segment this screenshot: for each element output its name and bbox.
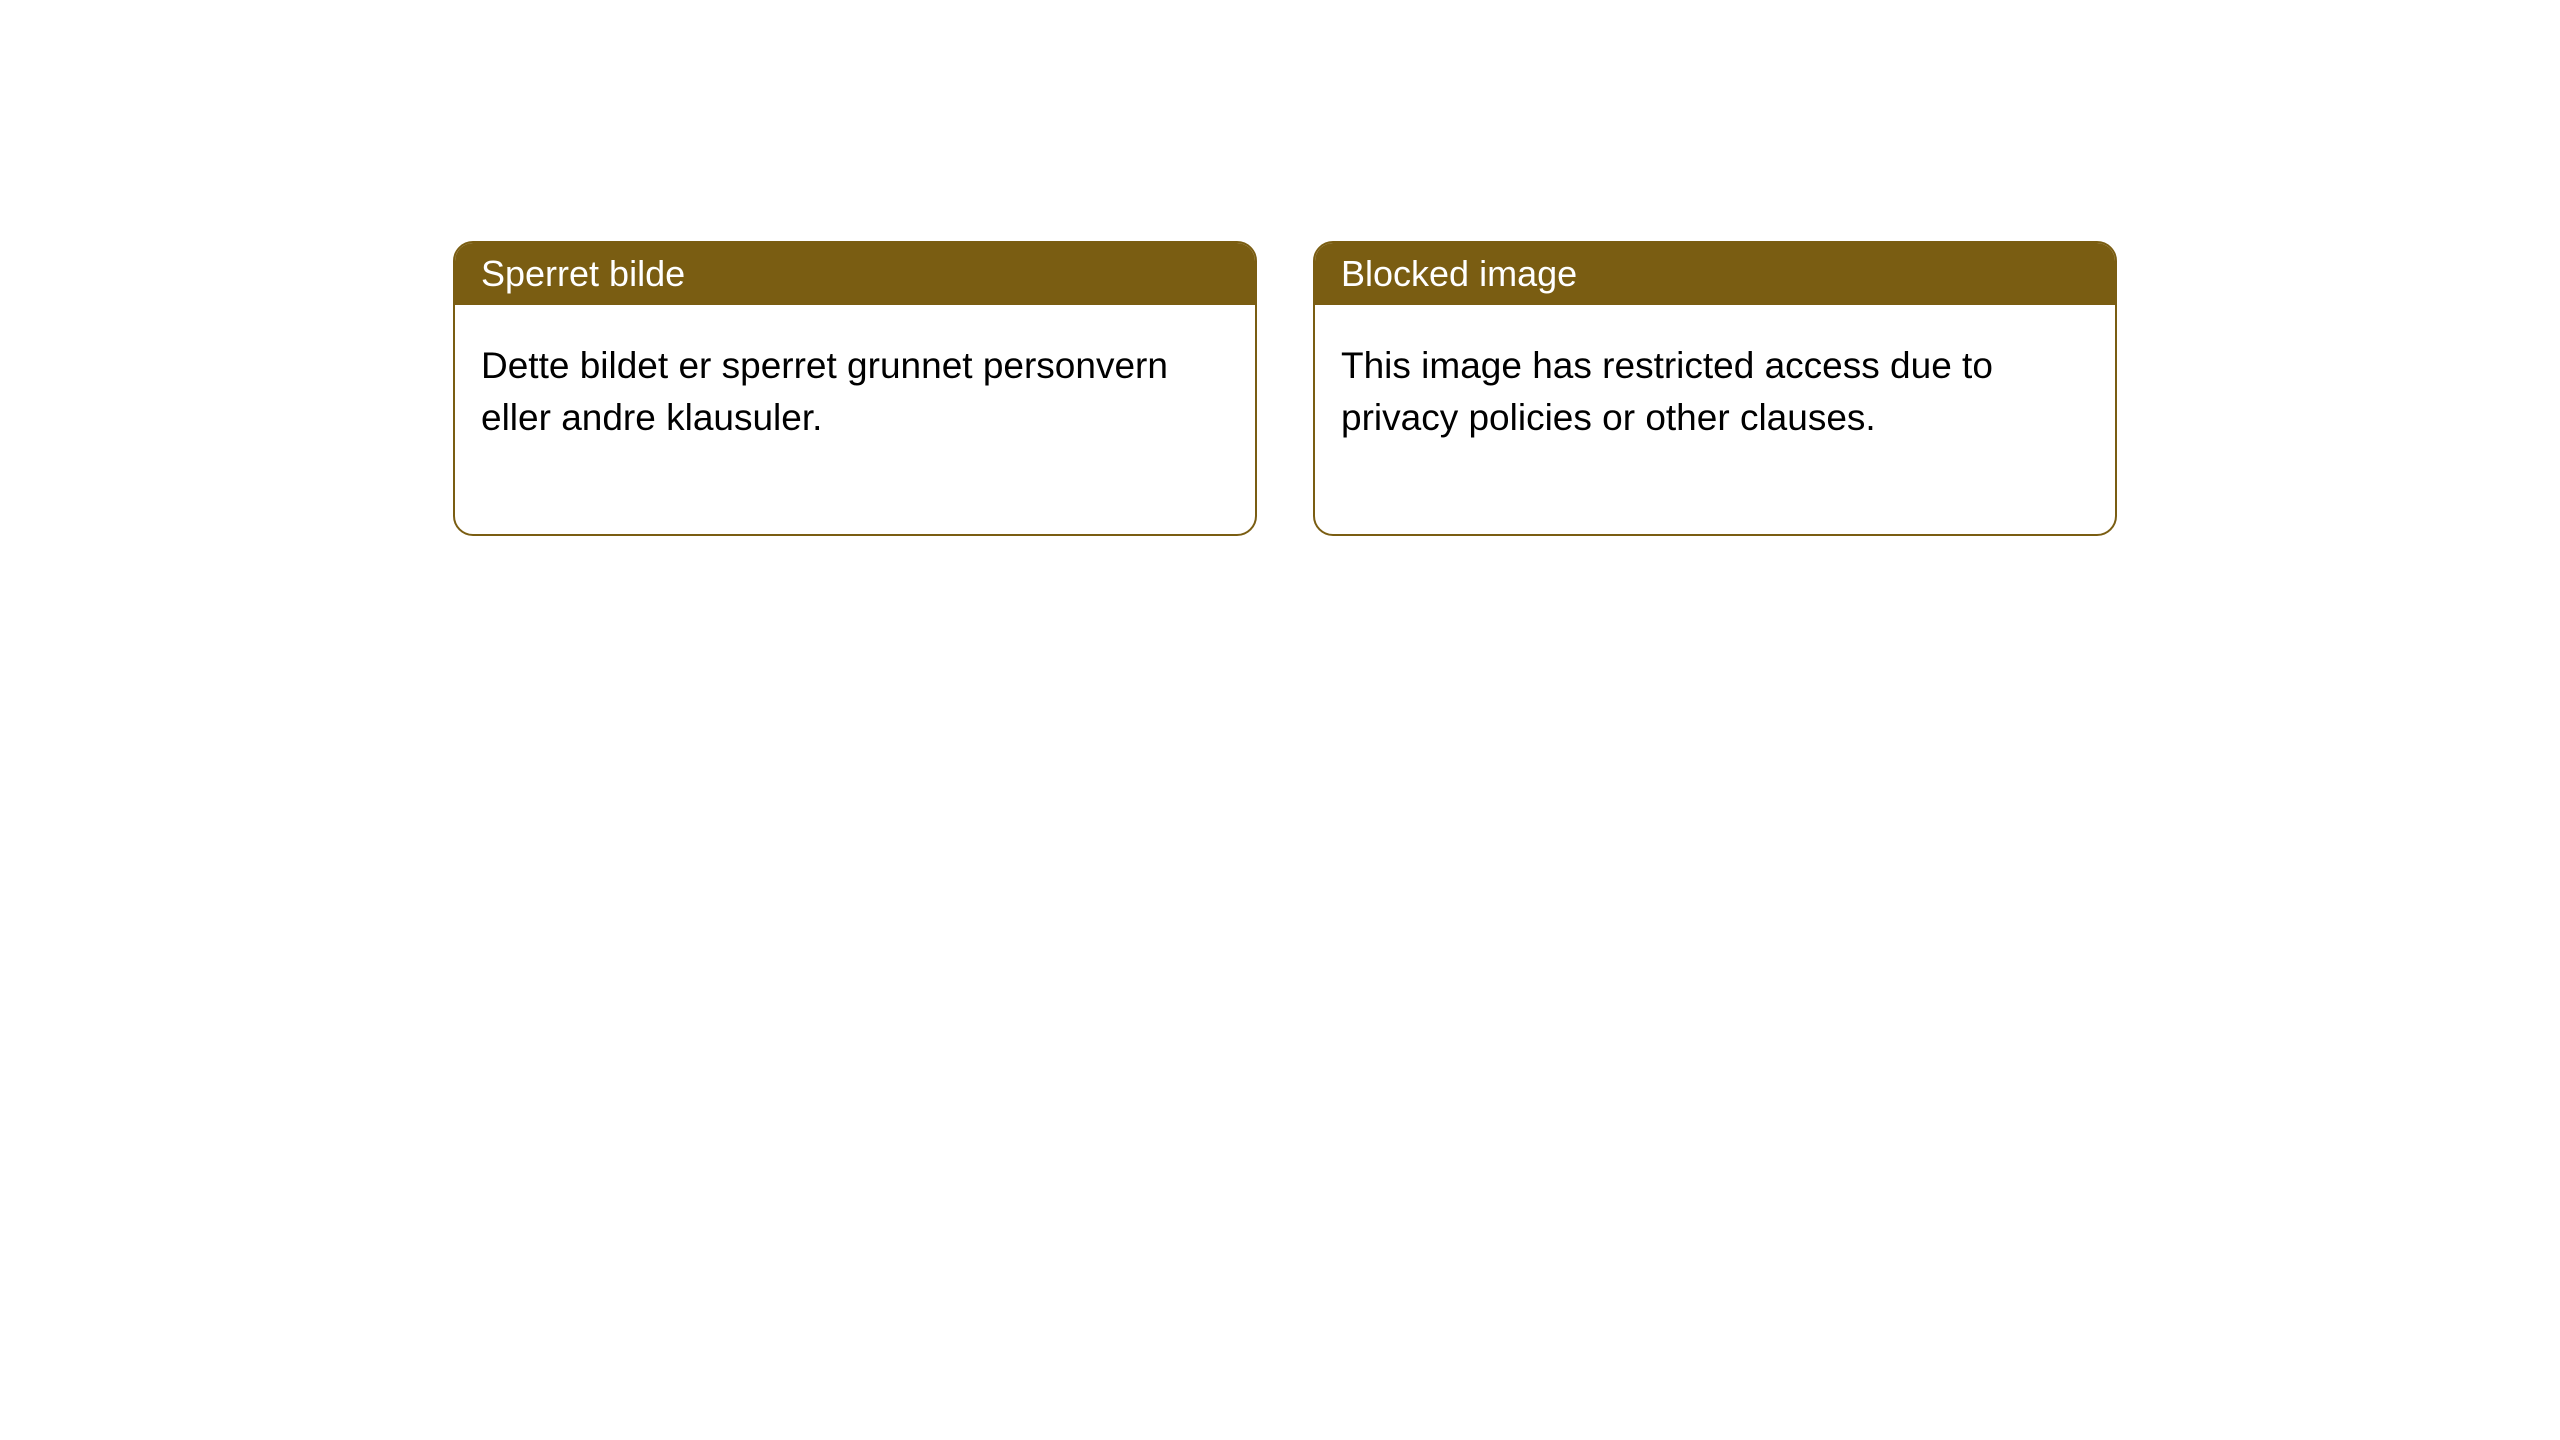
notice-box-english: Blocked image This image has restricted … bbox=[1313, 241, 2117, 536]
notice-header: Sperret bilde bbox=[455, 243, 1255, 305]
notice-header: Blocked image bbox=[1315, 243, 2115, 305]
notice-text: Dette bildet er sperret grunnet personve… bbox=[481, 345, 1168, 438]
notice-body: Dette bildet er sperret grunnet personve… bbox=[455, 305, 1255, 534]
notice-container: Sperret bilde Dette bildet er sperret gr… bbox=[0, 0, 2560, 536]
notice-title: Blocked image bbox=[1341, 253, 1577, 294]
notice-text: This image has restricted access due to … bbox=[1341, 345, 1993, 438]
notice-box-norwegian: Sperret bilde Dette bildet er sperret gr… bbox=[453, 241, 1257, 536]
notice-title: Sperret bilde bbox=[481, 253, 685, 294]
notice-body: This image has restricted access due to … bbox=[1315, 305, 2115, 534]
